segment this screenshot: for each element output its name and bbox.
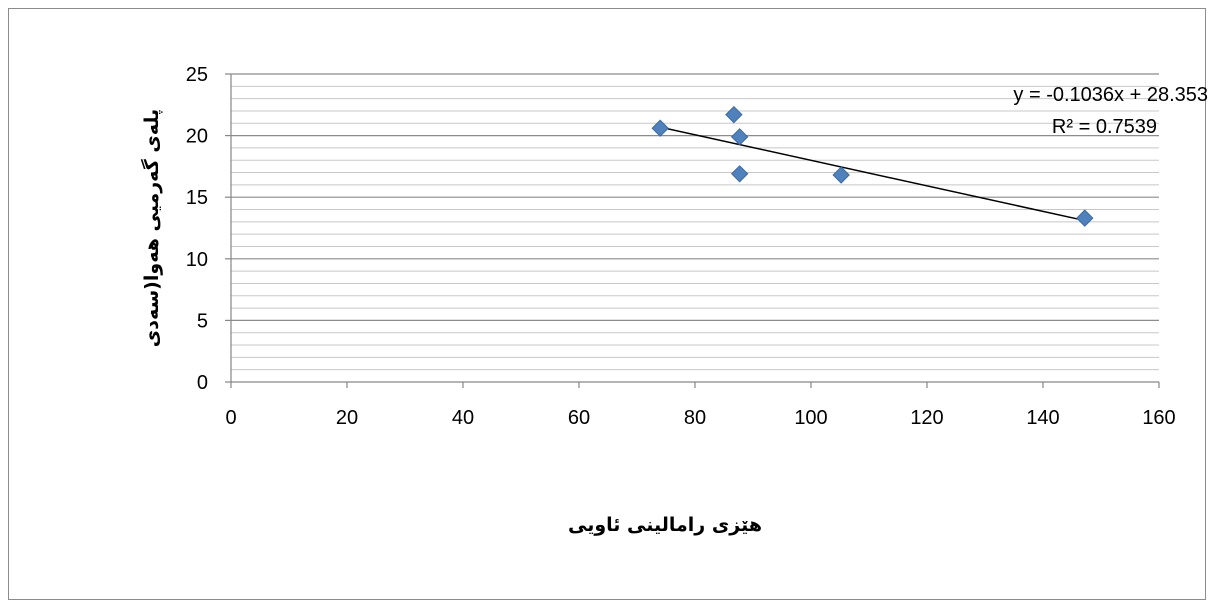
x-tick-label: 160 [1142,407,1175,429]
data-point-marker [651,119,669,137]
x-tick-label: 20 [336,407,358,429]
y-tick-label: 25 [186,64,208,86]
x-tick-label: 100 [794,407,827,429]
y-tick-label: 20 [186,126,208,148]
x-axis-title: هێزی رامالینی ئاویی [568,514,762,536]
y-tick-label: 10 [186,249,208,271]
data-points [651,105,1094,227]
data-point-marker [725,105,743,124]
trendline-r-squared-text: R² = 0.7539 [1052,116,1157,138]
data-point-marker [730,165,749,183]
x-tick-label: 140 [1026,407,1059,429]
chart-frame [8,8,1206,600]
trendline-equation: y = -0.1036x + 28.353 R² = 0.7539 [1013,84,1208,138]
data-point-marker [1076,209,1094,227]
x-tick-label: 120 [910,407,943,429]
x-tick-label: 60 [568,407,590,429]
data-point-marker [730,128,749,146]
axes [230,74,1159,383]
x-tick-label: 80 [684,407,706,429]
x-tick-label: 0 [225,407,236,429]
trendline-group [660,126,1085,222]
trendline [660,126,1085,222]
major-gridlines [231,73,1159,321]
y-axis-ticks: 0 5 10 15 20 25 [186,64,231,394]
trendline-equation-text: y = -0.1036x + 28.353 [1013,84,1208,106]
y-axis-title: پلەی گەرمیی هەوا(سەدی [140,109,163,347]
data-point-marker [832,166,850,184]
x-tick-label: 40 [452,407,474,429]
y-tick-label: 0 [197,372,208,394]
y-tick-label: 15 [186,187,208,209]
y-tick-label: 5 [197,310,208,332]
x-axis-ticks: 0 20 40 60 80 100 120 140 160 [225,382,1176,429]
minor-gridlines [231,85,1159,371]
